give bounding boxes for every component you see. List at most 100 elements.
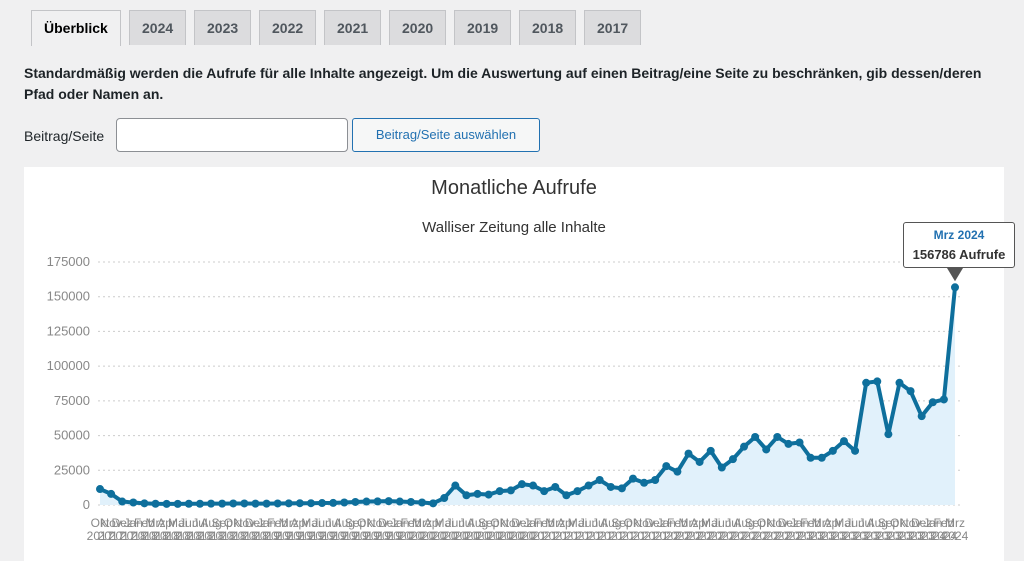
point (284, 499, 293, 508)
tooltip-arrow (947, 268, 963, 282)
point (606, 482, 615, 491)
tab[interactable]: Überblick (31, 10, 121, 46)
point (928, 398, 937, 407)
path-input[interactable] (116, 118, 348, 152)
x-tick-label: Okt 2021 (619, 516, 647, 543)
x-tick-label: Dez 2018 (242, 516, 269, 543)
field-label: Beitrag/Seite (24, 128, 105, 144)
point (617, 484, 626, 493)
point (717, 463, 726, 472)
x-tick-label: Aug 2019 (330, 516, 358, 543)
x-tick-label: Jun 2020 (441, 516, 469, 543)
x-tick-label: Feb 2019 (264, 516, 292, 543)
point (584, 481, 593, 490)
point (129, 498, 138, 507)
point (218, 499, 227, 508)
point (362, 497, 371, 506)
point (751, 432, 760, 441)
point (862, 378, 871, 387)
point (207, 499, 216, 508)
x-tick-label: Sep 2021 (608, 516, 636, 543)
chart-subtitle: Walliser Zeitung alle Inhalte (422, 219, 606, 236)
y-tick-label: 150000 (47, 289, 90, 304)
point (595, 476, 604, 485)
point (384, 497, 393, 506)
point (640, 478, 649, 487)
point (795, 438, 804, 447)
tab[interactable]: 2023 (194, 10, 252, 45)
y-tick-label: 25000 (54, 462, 90, 477)
x-tick-label: Jan 2021 (519, 516, 547, 543)
x-tick-label: Mai 2019 (297, 516, 325, 543)
point (828, 446, 837, 455)
x-tick-label: Nov 2019 (364, 516, 391, 543)
y-tick-label: 175000 (47, 254, 90, 269)
point (118, 497, 127, 506)
point (773, 432, 782, 441)
x-tick-label: Apr 2023 (819, 516, 847, 543)
x-tick-label: Dez 2017 (108, 516, 136, 543)
point (240, 499, 249, 508)
point (451, 481, 460, 490)
x-tick-label: Aug 2020 (464, 516, 491, 543)
tab[interactable]: 2020 (389, 10, 447, 45)
x-tick-label: Feb 2018 (131, 516, 158, 543)
point (939, 395, 948, 404)
x-tick-label: Jul 2020 (453, 516, 480, 543)
point (484, 490, 493, 499)
y-tick-label: 125000 (47, 323, 90, 338)
point (529, 481, 538, 490)
point (817, 453, 826, 462)
x-tick-label: Feb 2024 (930, 516, 958, 543)
area (100, 287, 955, 505)
tab[interactable]: 2024 (129, 10, 187, 45)
point (684, 449, 693, 458)
x-tick-label: Feb 2022 (664, 516, 691, 543)
x-tick-label: Nov 2021 (630, 516, 658, 543)
tab[interactable]: 2018 (519, 10, 577, 45)
select-button[interactable]: Beitrag/Seite auswählen (352, 118, 540, 152)
x-tick-label: Okt 2020 (486, 516, 514, 543)
y-tick-label: 100000 (47, 358, 90, 373)
x-tick-label: Jan 2019 (253, 516, 280, 543)
x-tick-label: Apr 2019 (286, 516, 314, 543)
x-tick-label: Nov 2022 (763, 516, 791, 543)
point (340, 498, 349, 507)
point (140, 499, 149, 508)
point (406, 497, 415, 506)
x-tick-label: Mrz 2022 (675, 516, 702, 543)
point (651, 476, 660, 485)
x-tick-label: Jul 2019 (319, 516, 347, 543)
point (351, 497, 360, 506)
point (440, 494, 449, 503)
point (273, 499, 282, 508)
x-tick-label: Feb 2020 (397, 516, 425, 543)
y-tick-label: 75000 (54, 393, 90, 408)
point (295, 499, 304, 508)
tab[interactable]: 2017 (584, 10, 642, 45)
x-tick-label: Jan 2024 (919, 516, 947, 543)
x-tick-label: Aug 2021 (597, 516, 625, 543)
x-tick-label: Jan 2022 (652, 516, 680, 543)
tab[interactable]: 2021 (324, 10, 382, 45)
point (951, 283, 959, 292)
description: Standardmäßig werden die Aufrufe für all… (24, 65, 982, 102)
x-tick-label: Mai 2018 (164, 516, 192, 543)
x-tick-label: Nov 2023 (897, 516, 924, 543)
point (306, 499, 315, 508)
x-tick-label: Okt 2022 (752, 516, 780, 543)
point (395, 497, 404, 506)
x-tick-label: Nov 2017 (97, 516, 125, 543)
point (473, 489, 482, 498)
point (740, 442, 749, 451)
point (628, 474, 637, 483)
x-tick-label: Mai 2020 (430, 516, 458, 543)
point (695, 457, 704, 466)
point (873, 377, 882, 386)
x-tick-label: Apr 2021 (553, 516, 580, 543)
point (429, 499, 438, 508)
point (495, 487, 504, 496)
tab[interactable]: 2022 (259, 10, 317, 45)
tab[interactable]: 2019 (454, 10, 512, 45)
